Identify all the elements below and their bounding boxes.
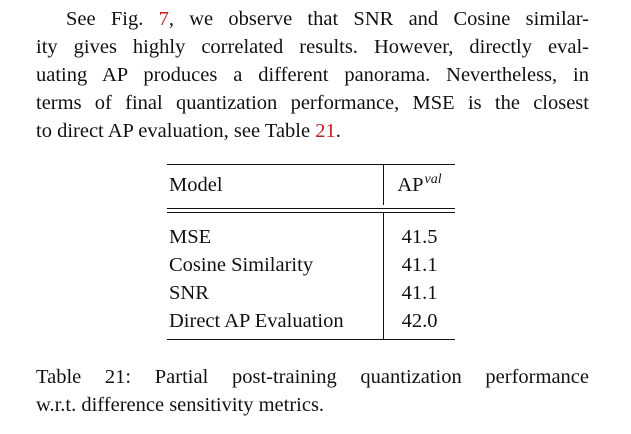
table-bottom-rule — [167, 339, 455, 340]
row-value: 41.1 — [383, 279, 455, 307]
table-row: SNR 41.1 — [167, 279, 455, 307]
paragraph-line-1: See Fig. 7, we observe that SNR and Cosi… — [36, 5, 589, 33]
table-header-rule-2 — [167, 212, 455, 213]
table-row: MSE 41.5 — [167, 213, 455, 251]
row-model: MSE — [169, 225, 212, 248]
row-model: SNR — [169, 281, 209, 304]
header-row: Model APval — [167, 165, 455, 205]
metrics-table: Model APval — [167, 165, 455, 205]
paragraph-text: , we observe that SNR and Cosine similar… — [168, 8, 590, 30]
paragraph-text: . — [335, 120, 341, 142]
caption-line-2: w.r.t. difference sensitivity metrics. — [36, 394, 325, 416]
table-row: Direct AP Evaluation 42.0 — [167, 307, 455, 339]
table-reference-link[interactable]: 21 — [315, 120, 336, 142]
row-value: 41.1 — [383, 251, 455, 279]
caption-line-1: Table 21: Partial post-training quantiza… — [36, 366, 589, 388]
row-value: 42.0 — [383, 307, 455, 339]
metrics-table-body: MSE 41.5 Cosine Similarity 41.1 SNR 41.1… — [167, 213, 455, 339]
table-row: Cosine Similarity 41.1 — [167, 251, 455, 279]
row-model: Cosine Similarity — [169, 253, 314, 276]
header-metric-label: AP — [397, 173, 424, 196]
table-header: Model APval — [167, 165, 455, 205]
paragraph-line-2: ity gives highly correlated results. How… — [36, 36, 589, 58]
row-model: Direct AP Evaluation — [169, 309, 344, 332]
figure-reference-link[interactable]: 7 — [158, 8, 169, 30]
paragraph-line-3: uating AP produces a different panorama.… — [36, 64, 589, 86]
header-model: Model — [169, 173, 223, 196]
paragraph-line-5: to direct AP evaluation, see Table 21. — [36, 117, 589, 145]
paragraph-text: to direct AP evaluation, see Table — [36, 120, 316, 142]
table-top-rule — [167, 164, 455, 165]
header-metric: APval — [383, 165, 455, 205]
body-paragraph: See Fig. 7, we observe that SNR and Cosi… — [36, 5, 589, 145]
table-caption: Table 21: Partial post-training quantiza… — [36, 363, 589, 419]
header-metric-superscript: val — [424, 171, 442, 187]
paragraph-text: See Fig. — [66, 8, 159, 30]
results-table: Model APval MSE 41.5 Cosine Similarity 4… — [167, 164, 455, 340]
table-body: MSE 41.5 Cosine Similarity 41.1 SNR 41.1… — [167, 213, 455, 339]
table-header-rule-1 — [167, 208, 455, 209]
paragraph-line-4: terms of final quantization performance,… — [36, 92, 589, 114]
row-value: 41.5 — [383, 213, 455, 251]
